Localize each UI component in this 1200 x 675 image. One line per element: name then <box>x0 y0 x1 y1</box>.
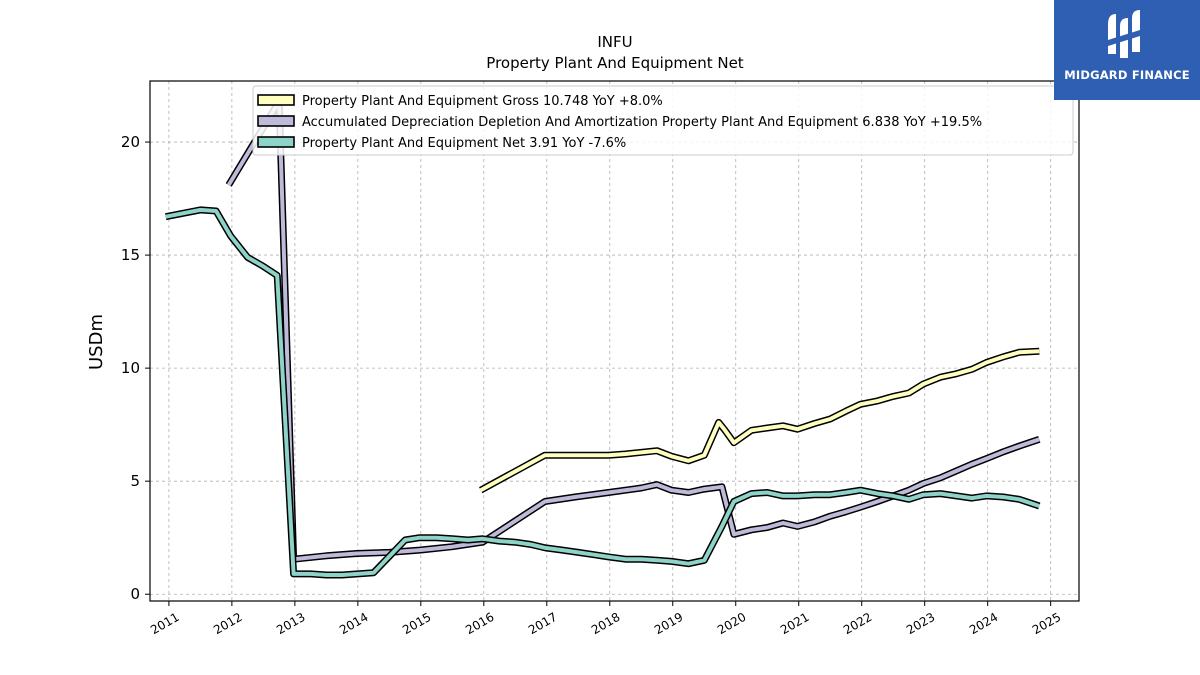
x-tick-label: 2023 <box>904 610 937 637</box>
x-tick-label: 2025 <box>1030 610 1063 637</box>
legend-label-2: Accumulated Depreciation Depletion And A… <box>302 115 982 130</box>
x-tick-label: 2018 <box>589 610 622 637</box>
chart-title: INFU <box>597 33 632 51</box>
legend-label-1: Property Plant And Equipment Gross 10.74… <box>302 94 663 109</box>
logo-text: MIDGARD FINANCE <box>1064 68 1190 82</box>
x-tick-label: 2014 <box>337 610 370 637</box>
legend-swatch-3 <box>257 136 295 148</box>
x-tick-label: 2019 <box>652 610 685 637</box>
legend: Property Plant And Equipment Gross 10.74… <box>252 85 1074 156</box>
x-tick-label: 2011 <box>148 610 181 637</box>
x-tick-label: 2022 <box>841 610 874 637</box>
series-line-3 <box>165 207 1040 577</box>
legend-swatch-2 <box>257 115 295 127</box>
series-line-1 <box>479 349 1040 492</box>
x-tick-label: 2016 <box>463 610 496 637</box>
chart-subtitle: Property Plant And Equipment Net <box>486 54 743 72</box>
series-lines <box>165 97 1041 579</box>
legend-box <box>252 85 1074 156</box>
x-tick-label: 2020 <box>715 610 748 637</box>
series-line-2 <box>226 99 1040 562</box>
x-tick-label: 2015 <box>400 610 433 637</box>
y-axis-label: USDm <box>86 314 107 370</box>
y-tick-label: 0 <box>130 585 140 603</box>
x-tick-label: 2021 <box>778 610 811 637</box>
midgard-logo-icon <box>1108 10 1140 58</box>
legend-label-3: Property Plant And Equipment Net 3.91 Yo… <box>302 136 626 151</box>
plot-frame <box>149 80 1080 602</box>
y-tick-label: 20 <box>121 133 140 151</box>
x-tick-label: 2024 <box>967 610 1000 637</box>
x-tick-label: 2012 <box>211 610 244 637</box>
x-tick-label: 2017 <box>526 610 559 637</box>
midgard-finance-logo: MIDGARD FINANCE <box>1054 0 1200 100</box>
x-tick-label: 2013 <box>274 610 307 637</box>
y-tick-label: 5 <box>130 472 140 490</box>
y-tick-label: 15 <box>121 246 140 264</box>
y-tick-label: 10 <box>121 359 140 377</box>
legend-swatch-1 <box>257 94 295 106</box>
